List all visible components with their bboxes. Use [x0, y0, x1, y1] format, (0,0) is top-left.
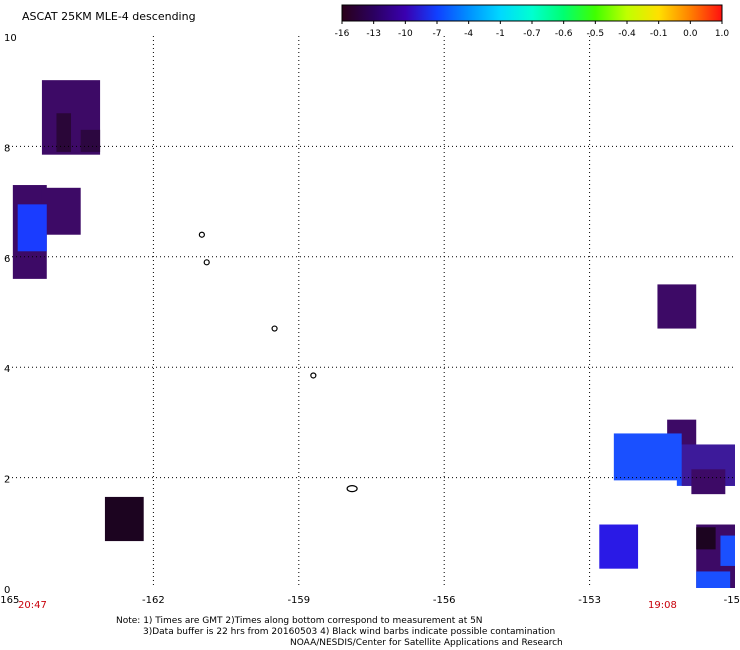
island-outline: [346, 485, 358, 493]
island-outline: [203, 259, 210, 266]
colorbar-label: -0.6: [555, 29, 573, 39]
x-tick-label: -165: [0, 595, 19, 606]
colorbar-label: -13: [366, 29, 381, 39]
data-cell: [720, 535, 735, 566]
colorbar-label: -0.5: [587, 29, 605, 39]
left-time-label: 20:47: [18, 600, 47, 611]
colorbar-label: -7: [433, 29, 442, 39]
colorbar: [341, 4, 723, 22]
colorbar-label: -4: [464, 29, 473, 39]
y-tick-label: 2: [4, 475, 10, 486]
island-outline: [310, 372, 317, 379]
x-tick-label: -156: [433, 595, 456, 606]
colorbar-label: 0.0: [683, 29, 698, 39]
colorbar-label: -0.7: [523, 29, 541, 39]
data-cell: [80, 129, 101, 152]
data-cell: [691, 469, 726, 495]
note-line-3: NOAA/NESDIS/Center for Satellite Applica…: [290, 638, 563, 648]
island-outline: [271, 325, 278, 332]
colorbar-label: -1: [496, 29, 505, 39]
data-cell: [696, 571, 731, 588]
island-outline: [198, 231, 205, 238]
colorbar-label: -0.1: [650, 29, 668, 39]
y-tick-label: 10: [4, 33, 17, 44]
data-cell: [104, 496, 144, 542]
y-tick-label: 8: [4, 143, 10, 154]
y-tick-label: 4: [4, 364, 10, 375]
chart-title: ASCAT 25KM MLE-4 descending: [22, 10, 196, 23]
note-line-1: Note: 1) Times are GMT 2)Times along bot…: [116, 616, 483, 626]
colorbar-label: -10: [398, 29, 413, 39]
x-tick-label: -159: [287, 595, 310, 606]
x-tick-label: -153: [578, 595, 601, 606]
note-line-2: 3)Data buffer is 22 hrs from 20160503 4)…: [143, 627, 556, 637]
data-cell: [17, 204, 47, 252]
colorbar-label: -16: [335, 29, 350, 39]
colorbar-label: 1.0: [715, 29, 730, 39]
colorbar-label: -0.4: [618, 29, 636, 39]
x-tick-label: -162: [142, 595, 165, 606]
y-tick-label: 6: [4, 254, 10, 265]
data-cell: [657, 284, 697, 329]
right-time-label: 19:08: [648, 600, 677, 611]
data-cell: [696, 527, 716, 550]
x-tick-label: -150: [724, 595, 740, 606]
data-cell: [56, 113, 72, 152]
y-tick-label: 0: [4, 585, 10, 596]
data-cell: [41, 187, 81, 235]
data-cell: [613, 433, 682, 481]
data-cell: [599, 524, 639, 569]
